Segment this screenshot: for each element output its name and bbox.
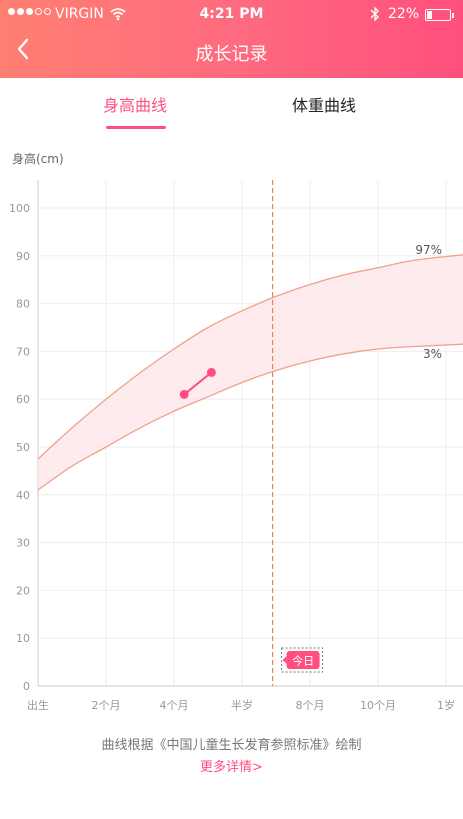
y-tick-label: 30 [16, 537, 30, 550]
x-tick-label: 半岁 [231, 698, 253, 712]
y-tick-label: 20 [16, 584, 30, 597]
page-title: 成长记录 [195, 44, 268, 65]
y-tick-label: 10 [16, 632, 30, 645]
chevron-left-icon [17, 38, 29, 60]
y-tick-label: 100 [9, 202, 30, 215]
battery-percent: 22% [388, 6, 420, 22]
more-details-link[interactable]: 更多详情> [200, 760, 263, 775]
tab-height-curve[interactable]: 身高曲线 [103, 96, 168, 115]
status-bar: VIRGIN 4:21 PM 22% [0, 0, 463, 30]
percentile-3-line [37, 343, 463, 491]
x-tick-label: 10个月 [360, 699, 396, 712]
percentile-97-line [37, 254, 463, 460]
percentile-band [38, 254, 463, 490]
y-tick-label: 50 [16, 441, 30, 454]
x-tick-label: 4个月 [160, 699, 189, 712]
measurement-line [183, 371, 213, 396]
today-badge [286, 651, 320, 669]
y-axis-label: 身高(cm) [12, 151, 64, 166]
chart-source-note: 曲线根据《中国儿童生长发育参照标准》绘制 [101, 738, 362, 753]
tab-weight-curve[interactable]: 体重曲线 [292, 96, 357, 115]
status-time: 4:21 PM [199, 6, 264, 22]
bluetooth-icon [370, 6, 380, 26]
measurement-point [206, 367, 216, 377]
measurement-point [179, 389, 189, 399]
height-growth-chart: 身高(cm) 0 10 20 30 40 50 60 70 80 90 100 出生 2个月 4个月 半岁 8… [9, 151, 463, 712]
wifi-icon [110, 7, 126, 24]
active-tab-indicator [106, 126, 166, 129]
today-badge-pointer [282, 656, 287, 664]
y-tick-label: 40 [16, 489, 30, 502]
signal-dots-icon [8, 8, 51, 15]
x-tick-label: 出生 [27, 698, 49, 712]
y-tick-label: 80 [16, 298, 30, 311]
tab-bar: 身高曲线 体重曲线 [0, 78, 463, 129]
y-tick-label: 90 [16, 250, 30, 263]
today-label: 今日 [292, 654, 314, 668]
app-header: VIRGIN 4:21 PM 22% 成长记录 [0, 0, 463, 78]
back-button[interactable] [10, 34, 40, 64]
y-tick-label: 60 [16, 393, 30, 406]
carrier-name: VIRGIN [55, 6, 104, 22]
series-label-3: 3% [423, 347, 442, 361]
battery-icon [425, 9, 454, 21]
x-tick-label: 8个月 [296, 699, 325, 712]
today-label-frame [281, 647, 324, 673]
x-tick-label: 2个月 [92, 699, 121, 712]
y-tick-label: 0 [23, 680, 30, 693]
y-tick-label: 70 [16, 345, 30, 358]
x-tick-label: 1岁 [437, 698, 455, 712]
series-label-97: 97% [415, 243, 442, 257]
